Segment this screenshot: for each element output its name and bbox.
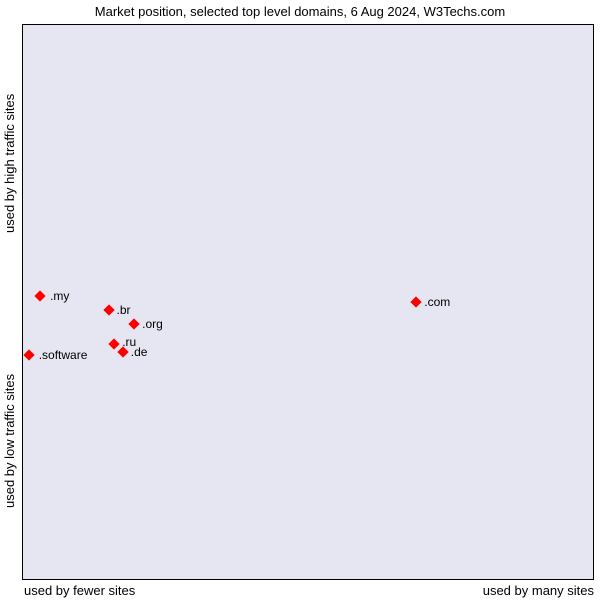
x-axis-label-left: used by fewer sites (24, 583, 135, 598)
data-point-label: .de (131, 345, 148, 359)
data-point-marker (103, 305, 114, 316)
plot-area: .my.br.org.ru.de.com.software (22, 24, 594, 580)
data-point-marker (23, 349, 34, 360)
data-point-marker (128, 318, 139, 329)
data-point-label: .org (142, 317, 163, 331)
data-point-label: .com (424, 295, 450, 309)
data-point-marker (411, 296, 422, 307)
chart-container: Market position, selected top level doma… (0, 0, 600, 600)
data-point-label: .br (117, 303, 131, 317)
chart-title: Market position, selected top level doma… (0, 4, 600, 19)
y-axis-label-bottom: used by low traffic sites (2, 302, 18, 580)
y-axis-label-top: used by high traffic sites (2, 24, 18, 302)
data-point-label: .software (39, 348, 88, 362)
data-point-marker (109, 338, 120, 349)
data-point-marker (34, 291, 45, 302)
x-axis-label-right: used by many sites (483, 583, 594, 598)
data-point-label: .my (50, 289, 69, 303)
